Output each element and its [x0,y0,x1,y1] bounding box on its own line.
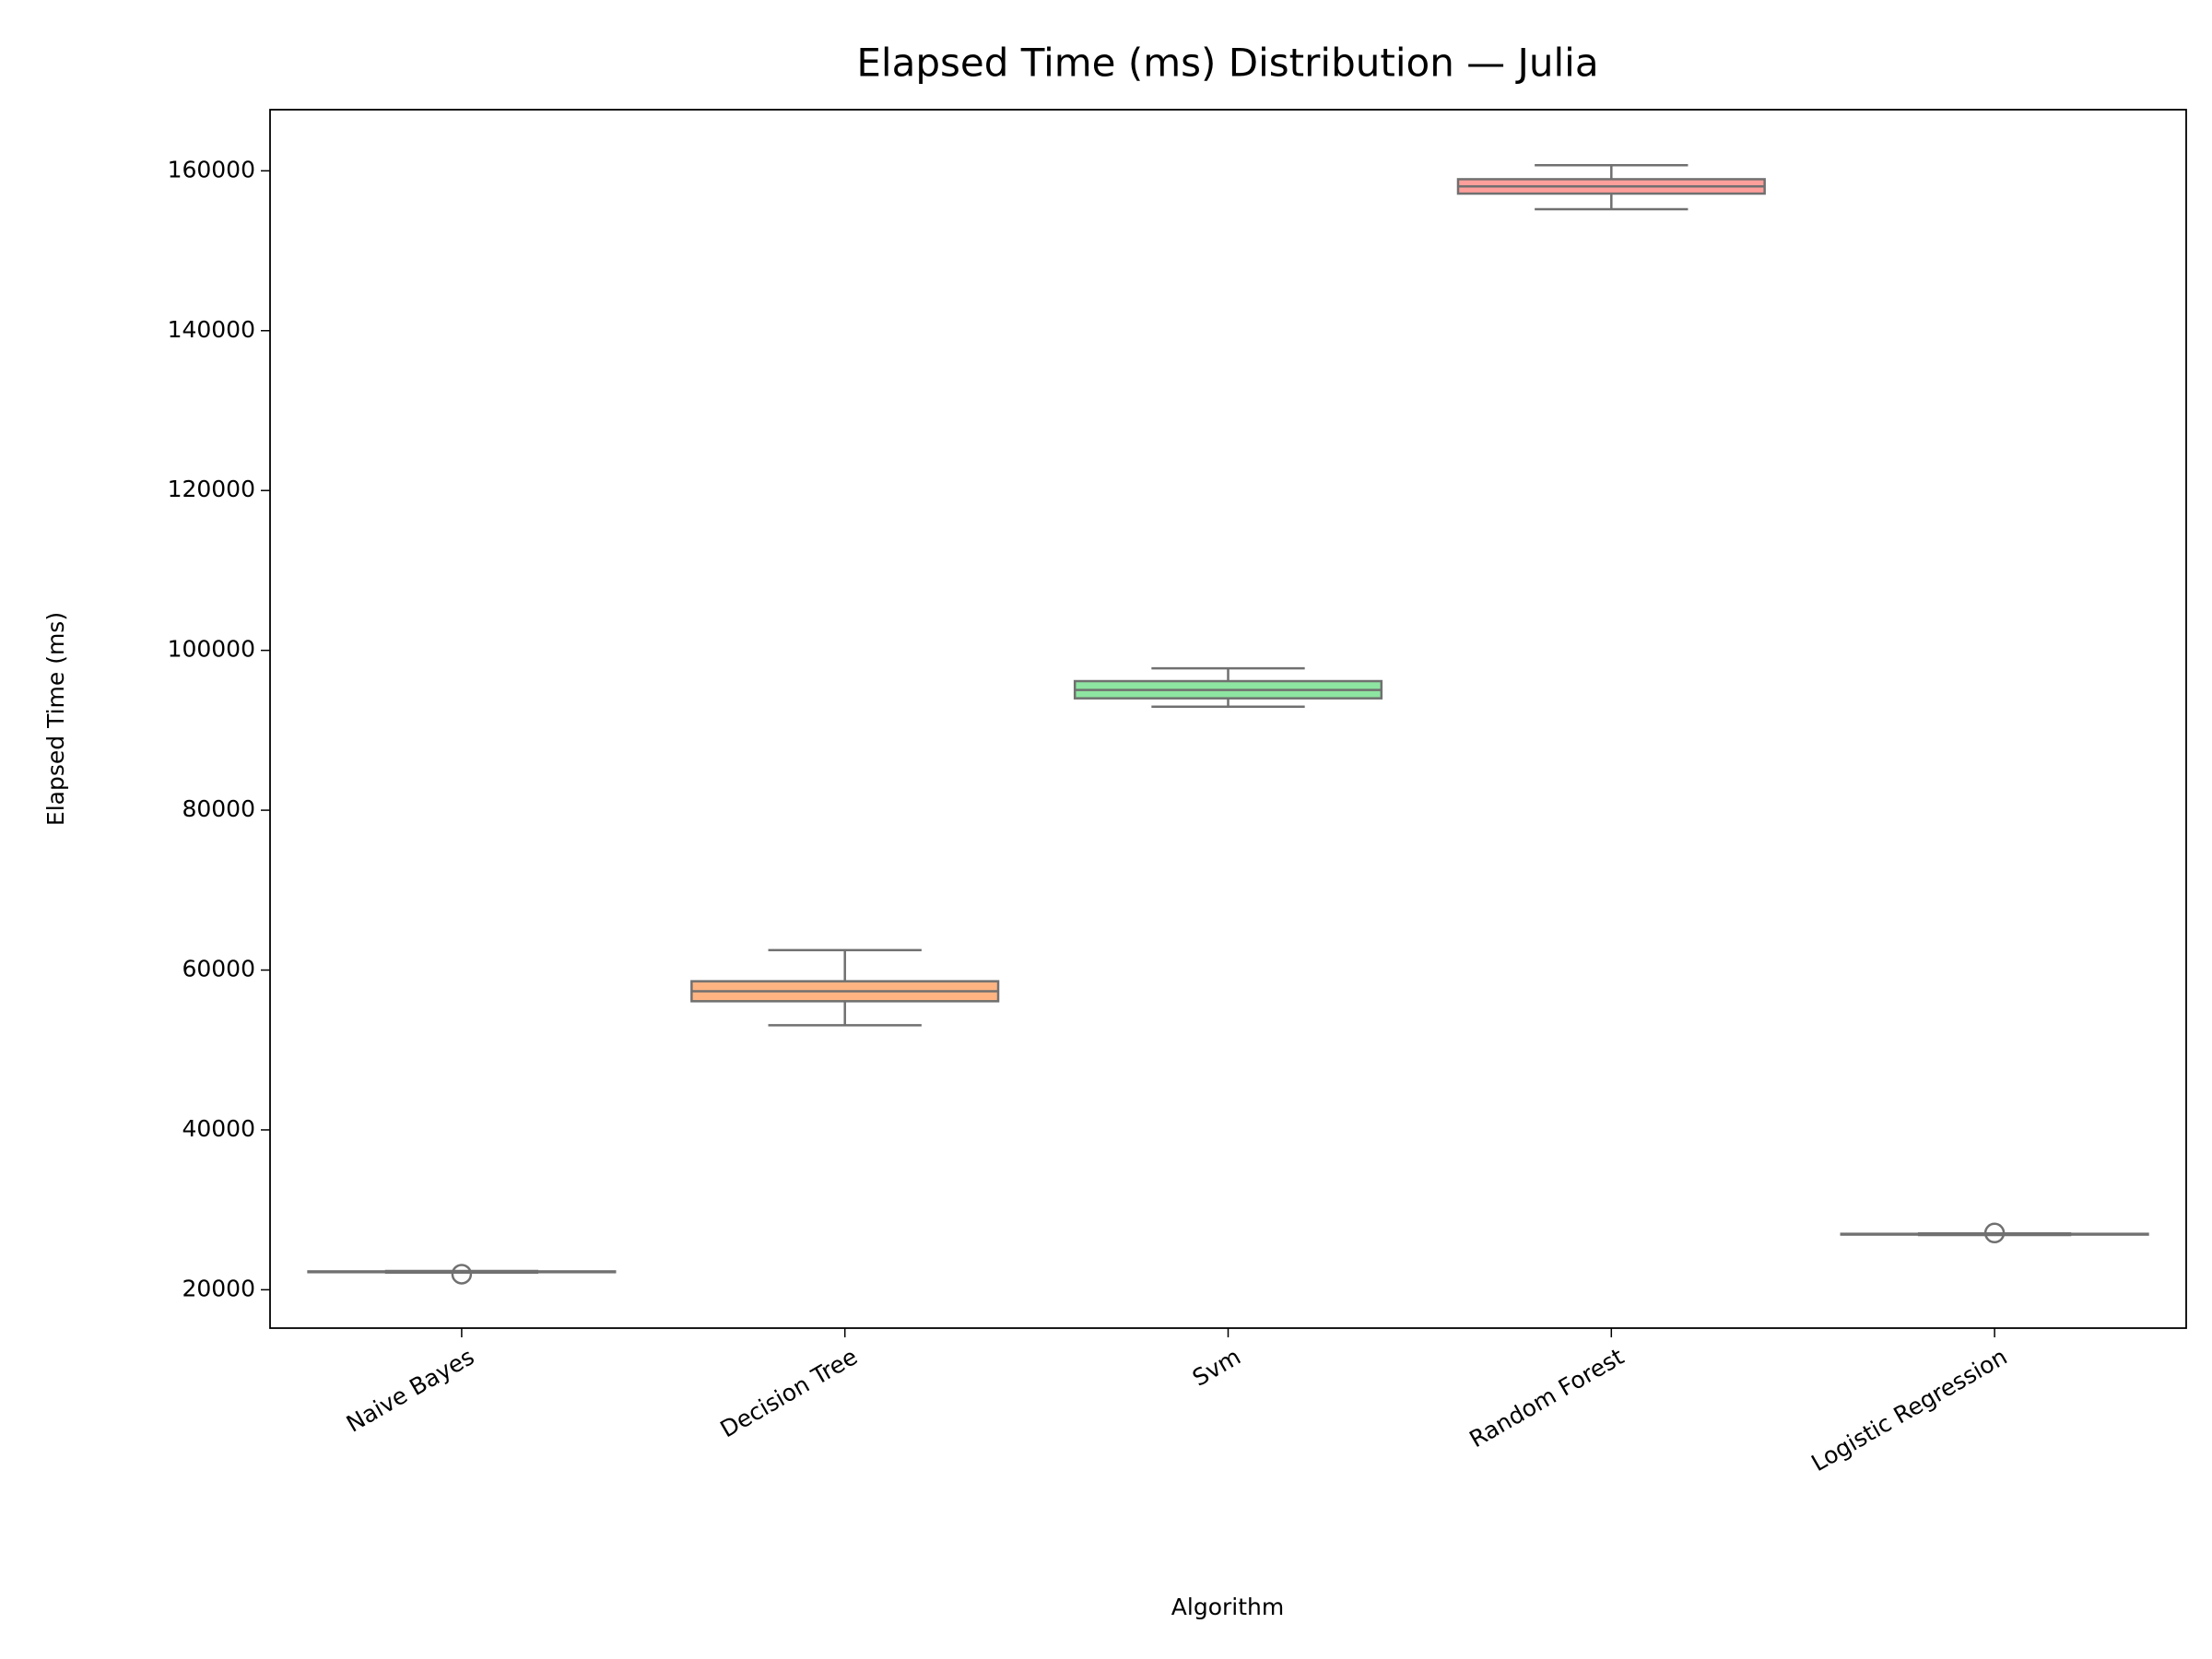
x-axis-label: Algorithm [1171,1594,1284,1620]
outlier [1983,1222,2006,1244]
y-tick-label: 20000 [182,1275,255,1301]
y-tick-label: 140000 [168,316,255,343]
chart-title: Elapsed Time (ms) Distribution — Julia [856,41,1598,86]
y-axis-label: Elapsed Time (ms) [42,612,69,826]
y-tick-label: 60000 [182,956,255,982]
plot-frame [269,109,2187,1329]
outlier [451,1264,473,1285]
y-tick-label: 120000 [168,476,255,502]
y-tick-label: 40000 [182,1115,255,1142]
y-tick-label: 80000 [182,795,255,822]
y-tick-label: 100000 [168,636,255,663]
y-tick-label: 160000 [168,156,255,182]
